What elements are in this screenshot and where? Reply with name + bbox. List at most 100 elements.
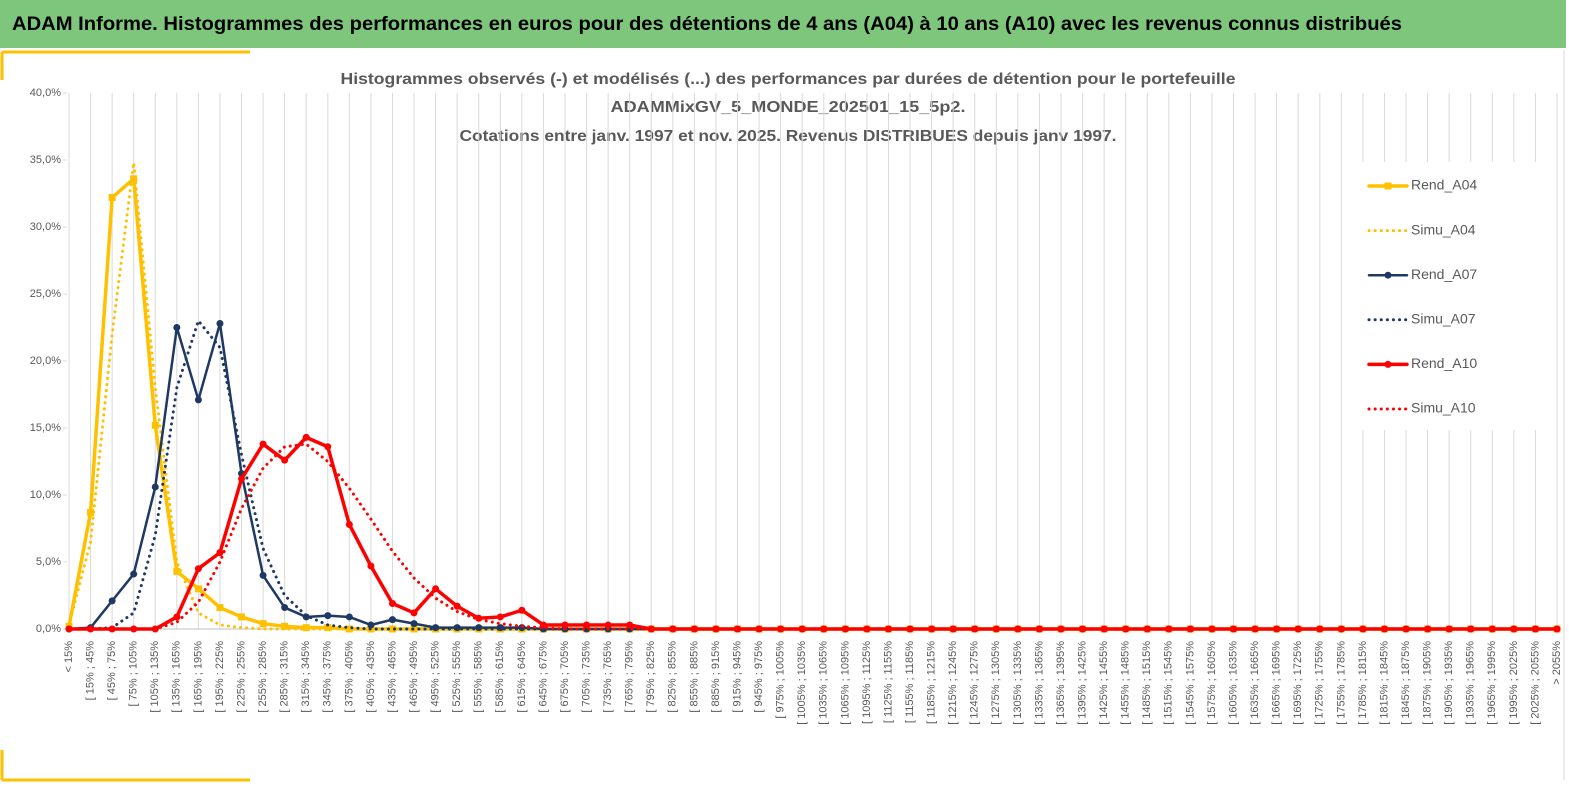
point <box>367 562 375 570</box>
x-tick-label: [ 1425% ; 1455% <box>1098 641 1110 725</box>
point <box>259 440 267 448</box>
point <box>432 585 440 593</box>
point <box>777 625 785 633</box>
point <box>302 433 310 441</box>
plot-area <box>65 161 1561 633</box>
x-tick-label: [ 675% ; 705% <box>559 641 571 713</box>
x-tick-label: [ 525% ; 555% <box>451 641 463 713</box>
x-tick-label: [ 1275% ; 1305% <box>990 641 1002 725</box>
x-tick-label: [ 1185% ; 1215% <box>926 641 938 724</box>
legend-label: Rend_A07 <box>1411 266 1477 282</box>
x-tick-label: [ 1515% ; 1545% <box>1163 641 1175 725</box>
x-tick-label: [ 285% ; 315% <box>279 641 291 713</box>
point <box>496 613 504 621</box>
series-line <box>67 442 1559 631</box>
chart-title-line: Histogrammes observés (-) et modélisés (… <box>341 71 1236 88</box>
x-tick-label: [ 1935% ; 1965% <box>1465 641 1477 725</box>
point <box>1186 625 1194 633</box>
x-tick-label: [ 555% ; 585% <box>473 641 485 713</box>
x-tick-label: [ 1395% ; 1425% <box>1076 641 1088 725</box>
y-tick-label: 25,0% <box>30 288 61 300</box>
point <box>324 612 332 620</box>
x-tick-label: [ 1995% ; 2025% <box>1508 641 1520 725</box>
point <box>345 520 353 528</box>
point <box>388 616 396 624</box>
point <box>302 624 310 632</box>
point <box>345 613 353 621</box>
point <box>518 606 526 614</box>
x-tick-label: [ 1245% ; 1275% <box>969 641 981 725</box>
x-tick-label: [ 1095% ; 1125% <box>861 641 873 724</box>
x-tick-label: [ 1605% ; 1635% <box>1227 641 1239 725</box>
x-tick-label: [ 375% ; 405% <box>343 641 355 713</box>
x-tick-label: [ 1665% ; 1695% <box>1271 641 1283 725</box>
point <box>1424 625 1432 633</box>
x-tick-label: [ 615% ; 645% <box>516 641 528 713</box>
x-tick-label: [ 105% ; 135% <box>149 641 161 713</box>
point <box>1143 625 1151 633</box>
y-tick-label: 40,0% <box>30 87 61 99</box>
point <box>281 622 289 630</box>
x-tick-label: [ 1005% ; 1035% <box>796 641 808 725</box>
point <box>1337 625 1345 633</box>
x-tick-label: [ 255% ; 285% <box>257 641 269 713</box>
point <box>173 567 181 575</box>
x-tick-label: [ 1635% ; 1665% <box>1249 641 1261 725</box>
point <box>1316 625 1324 633</box>
point <box>259 571 267 579</box>
x-tick-label: [ 1365% ; 1395% <box>1055 641 1067 725</box>
point <box>410 620 418 628</box>
point <box>216 319 224 327</box>
point <box>130 175 138 183</box>
point <box>216 549 224 557</box>
point <box>281 456 289 464</box>
x-tick-label: [ 465% ; 495% <box>408 641 420 713</box>
point <box>87 508 95 516</box>
point <box>583 621 591 629</box>
x-tick-label: [ 1965% ; 1995% <box>1486 641 1498 725</box>
x-tick-label: [ 75% ; 105% <box>128 641 140 707</box>
point <box>367 621 375 629</box>
x-tick-label: [ 1725% ; 1755% <box>1314 641 1326 725</box>
point <box>669 625 677 633</box>
point <box>108 597 116 605</box>
y-tick-label: 30,0% <box>30 221 61 233</box>
y-tick-label: 10,0% <box>30 489 61 501</box>
point <box>238 475 246 483</box>
point <box>173 324 181 331</box>
x-tick-label: [ 315% ; 345% <box>300 641 312 713</box>
legend-label: Rend_A04 <box>1411 177 1477 193</box>
point <box>1100 625 1108 633</box>
point <box>604 621 612 629</box>
point <box>863 625 871 633</box>
x-tick-label: [ 855% ; 885% <box>688 641 700 713</box>
x-tick-label: [ 915% ; 945% <box>731 641 743 713</box>
point <box>130 625 138 633</box>
y-tick-label: 20,0% <box>30 355 61 367</box>
point <box>281 604 289 612</box>
x-tick-label: [ 345% ; 375% <box>322 641 334 713</box>
title-background <box>338 64 1243 150</box>
x-tick-label: [ 1215% ; 1245% <box>947 641 959 725</box>
legend-label: Simu_A07 <box>1411 311 1476 327</box>
x-tick-label: [ 975% ; 1005% <box>775 641 787 719</box>
x-tick-label: [ 1035% ; 1065% <box>818 641 830 725</box>
point <box>87 625 95 633</box>
point <box>1273 625 1281 633</box>
y-tick-label: 0,0% <box>36 623 61 635</box>
x-tick-label: [ 225% ; 255% <box>235 641 247 713</box>
x-tick-label: [ 735% ; 765% <box>602 641 614 713</box>
point <box>194 565 202 573</box>
x-tick-label: [ 825% ; 855% <box>667 641 679 713</box>
legend-label: Simu_A04 <box>1411 221 1476 237</box>
x-tick-label: [ 1905% ; 1935% <box>1443 641 1455 725</box>
x-tick-label: [ 1485% ; 1515% <box>1141 641 1153 725</box>
x-tick-label: [ 1695% ; 1725% <box>1292 641 1304 725</box>
point <box>734 625 742 633</box>
point <box>130 570 138 578</box>
y-tick-label: 15,0% <box>30 422 61 434</box>
x-tick-label: [ 1545% ; 1575% <box>1184 641 1196 725</box>
x-tick-label: [ 1335% ; 1365% <box>1033 641 1045 725</box>
